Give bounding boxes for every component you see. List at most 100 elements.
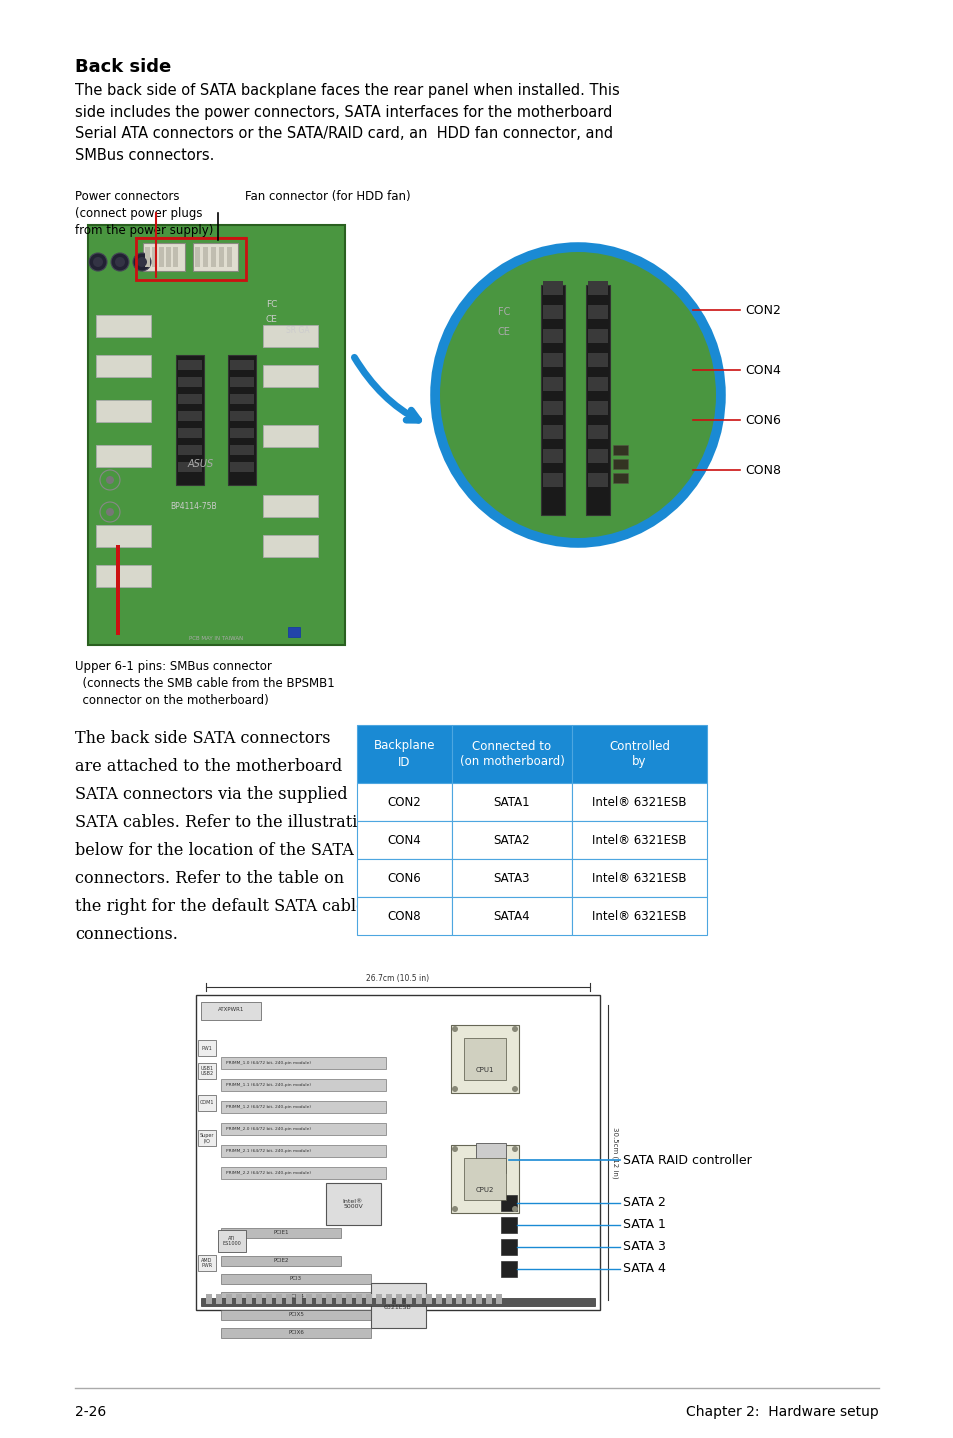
- Bar: [221, 1123, 386, 1135]
- Bar: [195, 995, 599, 1310]
- Bar: [572, 725, 706, 784]
- Bar: [500, 1261, 517, 1277]
- Bar: [178, 462, 202, 472]
- Text: The back side of SATA backplane faces the rear panel when installed. This
side i: The back side of SATA backplane faces th…: [75, 83, 619, 162]
- Bar: [198, 1255, 215, 1271]
- Circle shape: [452, 1086, 457, 1091]
- Bar: [235, 1294, 242, 1304]
- Bar: [211, 247, 215, 267]
- Circle shape: [452, 1025, 457, 1032]
- Bar: [587, 377, 607, 391]
- Bar: [159, 247, 164, 267]
- Bar: [198, 1040, 215, 1055]
- Circle shape: [111, 253, 129, 270]
- Bar: [143, 243, 185, 270]
- Bar: [227, 247, 232, 267]
- Text: Intel® 6321ESB: Intel® 6321ESB: [592, 795, 686, 808]
- Bar: [587, 449, 607, 463]
- Bar: [452, 784, 572, 821]
- Bar: [178, 411, 202, 421]
- Bar: [366, 1294, 372, 1304]
- Bar: [572, 784, 706, 821]
- Bar: [395, 1294, 401, 1304]
- Text: PW1: PW1: [201, 1045, 213, 1051]
- Bar: [166, 247, 171, 267]
- Bar: [436, 1294, 441, 1304]
- Text: ASUS: ASUS: [188, 459, 214, 469]
- Text: SATA3: SATA3: [494, 871, 530, 884]
- Bar: [542, 305, 562, 319]
- Text: SATA RAID controller: SATA RAID controller: [622, 1153, 751, 1166]
- Bar: [587, 401, 607, 416]
- Ellipse shape: [439, 252, 716, 538]
- Bar: [375, 1294, 381, 1304]
- Text: 2-26: 2-26: [75, 1405, 106, 1419]
- Bar: [178, 394, 202, 404]
- Bar: [356, 821, 452, 858]
- Bar: [198, 1130, 215, 1146]
- Text: 26.7cm (10.5 in): 26.7cm (10.5 in): [366, 974, 429, 984]
- Circle shape: [512, 1206, 517, 1212]
- Circle shape: [512, 1086, 517, 1091]
- Bar: [463, 1038, 505, 1080]
- Bar: [96, 565, 151, 587]
- Text: BP4114-75B: BP4114-75B: [170, 502, 216, 510]
- Bar: [371, 1283, 426, 1329]
- Bar: [286, 1294, 292, 1304]
- Circle shape: [92, 257, 103, 267]
- Bar: [96, 315, 151, 336]
- Bar: [221, 1310, 371, 1320]
- Text: Intel® 6321ESB: Intel® 6321ESB: [592, 834, 686, 847]
- Bar: [386, 1294, 392, 1304]
- Bar: [613, 473, 627, 483]
- Bar: [542, 426, 562, 439]
- Bar: [500, 1240, 517, 1255]
- Bar: [218, 1229, 246, 1252]
- Bar: [221, 1255, 340, 1265]
- Text: the right for the default SATA cable: the right for the default SATA cable: [75, 897, 365, 915]
- Text: SATA cables. Refer to the illustration: SATA cables. Refer to the illustration: [75, 814, 377, 831]
- Bar: [542, 473, 562, 487]
- Bar: [476, 1294, 481, 1304]
- Bar: [145, 247, 150, 267]
- Text: CPU2: CPU2: [476, 1186, 494, 1194]
- Bar: [193, 243, 237, 270]
- Bar: [465, 1294, 472, 1304]
- Bar: [572, 821, 706, 858]
- Bar: [201, 1002, 261, 1020]
- Bar: [613, 459, 627, 469]
- Circle shape: [452, 1146, 457, 1152]
- Bar: [500, 1217, 517, 1232]
- Text: SATA4: SATA4: [493, 909, 530, 923]
- Bar: [542, 329, 562, 344]
- Bar: [446, 1294, 452, 1304]
- Bar: [452, 897, 572, 935]
- Text: Intel®
5000V: Intel® 5000V: [342, 1199, 363, 1209]
- Bar: [263, 495, 317, 518]
- Bar: [288, 627, 299, 637]
- Text: SATA 3: SATA 3: [622, 1241, 665, 1254]
- Bar: [587, 280, 607, 295]
- Circle shape: [132, 253, 151, 270]
- Text: Chapter 2:  Hardware setup: Chapter 2: Hardware setup: [685, 1405, 878, 1419]
- Text: CE: CE: [497, 326, 511, 336]
- Bar: [230, 444, 253, 454]
- Text: 30.5cm (12 in): 30.5cm (12 in): [612, 1127, 618, 1178]
- Bar: [346, 1294, 352, 1304]
- Bar: [540, 285, 564, 515]
- Bar: [356, 725, 452, 784]
- Circle shape: [106, 476, 113, 485]
- Bar: [275, 1294, 282, 1304]
- Bar: [406, 1294, 412, 1304]
- Bar: [228, 355, 255, 485]
- Bar: [172, 247, 178, 267]
- Circle shape: [89, 253, 107, 270]
- Bar: [178, 360, 202, 370]
- Bar: [201, 1299, 595, 1306]
- Text: SATA1: SATA1: [493, 795, 530, 808]
- Text: PCIX5: PCIX5: [288, 1313, 304, 1317]
- Text: PRIMM_2.1 (64/72 bit, 240-pin module): PRIMM_2.1 (64/72 bit, 240-pin module): [226, 1149, 311, 1153]
- Bar: [500, 1195, 517, 1211]
- Text: are attached to the motherboard: are attached to the motherboard: [75, 758, 342, 775]
- Bar: [178, 377, 202, 387]
